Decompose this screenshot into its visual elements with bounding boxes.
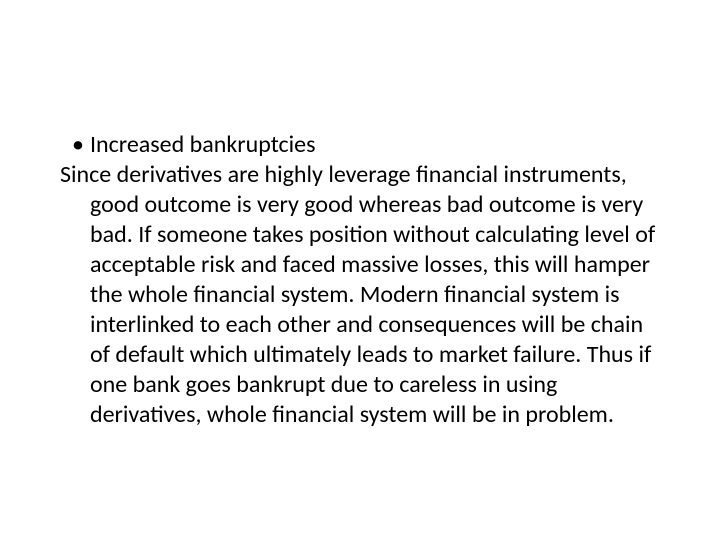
- bullet-item: •Increased bankruptcies: [90, 130, 660, 160]
- bullet-text: Increased bankruptcies: [90, 130, 316, 159]
- body-paragraph-wrap: Since derivatives are highly leverage fi…: [60, 160, 660, 430]
- slide: •Increased bankruptcies Since derivative…: [0, 0, 720, 540]
- bullet-marker-icon: •: [72, 130, 90, 160]
- body-paragraph: Since derivatives are highly leverage fi…: [90, 160, 660, 430]
